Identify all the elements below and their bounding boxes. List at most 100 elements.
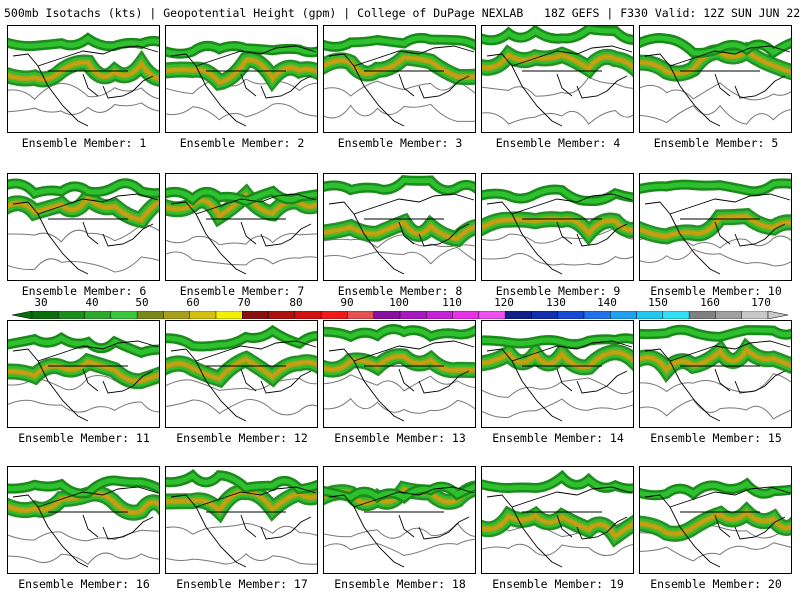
isotach-band [166, 472, 317, 492]
wind-speed-colorbar [12, 311, 788, 319]
colorbar-swatch [610, 311, 637, 319]
colorbar-swatch [268, 311, 296, 319]
ensemble-member-caption: Ensemble Member: 16 [18, 577, 150, 591]
isotach-band [324, 177, 475, 193]
map-coastline [328, 193, 475, 275]
ensemble-member-caption: Ensemble Member: 9 [495, 284, 621, 298]
map-coastline [170, 193, 317, 275]
ensemble-member-map [323, 25, 476, 133]
ensemble-member-caption: Ensemble Member: 1 [21, 136, 147, 150]
map-coastline [644, 45, 791, 127]
isotach-band [324, 35, 475, 50]
colorbar-swatch [136, 311, 164, 319]
ensemble-member-caption: Ensemble Member: 13 [334, 431, 466, 445]
colorbar-swatch [452, 311, 480, 319]
isotach-band [8, 195, 159, 222]
colorbar-swatch [478, 311, 506, 319]
isotach-band [324, 354, 475, 372]
colorbar-swatch [320, 311, 348, 319]
ensemble-member-map [165, 25, 318, 133]
colorbar-swatch [715, 311, 742, 319]
ensemble-member-caption: Ensemble Member: 5 [653, 136, 779, 150]
colorbar-swatch [373, 311, 401, 319]
ensemble-member-caption: Ensemble Member: 20 [650, 577, 782, 591]
ensemble-member-map [323, 173, 476, 281]
isotach-band [8, 360, 159, 383]
map-coastline [12, 340, 159, 422]
isotach-band [166, 357, 317, 381]
colorbar-label: 170 [751, 296, 771, 309]
isotach-band [324, 326, 475, 340]
isotach-band [324, 483, 475, 501]
isotach-band [482, 473, 633, 492]
colorbar-swatch [294, 311, 322, 319]
height-contour [640, 373, 791, 393]
header-title: 500mb Isotachs (kts) | Geopotential Heig… [4, 6, 800, 20]
height-contour [8, 552, 159, 565]
isotach-band [166, 43, 317, 57]
ensemble-member-map [481, 25, 634, 133]
map-coastline [644, 340, 791, 422]
ensemble-member-map [165, 320, 318, 428]
colorbar-swatch [399, 311, 427, 319]
isotach-band [8, 35, 159, 49]
colorbar-swatch [426, 311, 453, 319]
ensemble-member-caption: Ensemble Member: 3 [337, 136, 463, 150]
ensemble-member-map [481, 320, 634, 428]
isotach-band [482, 350, 633, 369]
ensemble-member-map [639, 466, 792, 574]
height-contour [324, 374, 475, 392]
height-contour [324, 397, 475, 414]
colorbar-swatch [741, 311, 769, 319]
ensemble-member-map [165, 173, 318, 281]
map-coastline [170, 486, 317, 568]
height-contour [482, 227, 633, 244]
colorbar-label: 150 [648, 296, 668, 309]
height-contour [166, 522, 317, 536]
map-coastline [644, 193, 791, 275]
height-contour [8, 102, 159, 116]
height-contour [482, 398, 633, 419]
colorbar-label: 110 [442, 296, 462, 309]
colorbar-label: 50 [135, 296, 149, 309]
isotach-band [640, 180, 791, 194]
height-contour [166, 553, 317, 565]
colorbar-swatch [688, 311, 716, 319]
colorbar-swatch [58, 311, 85, 319]
isotach-band [8, 61, 159, 81]
map-coastline [486, 193, 633, 275]
isotach-band [8, 334, 159, 356]
colorbar-label: 100 [389, 296, 409, 309]
colorbar-swatch [504, 311, 532, 319]
height-contour [8, 399, 159, 413]
ensemble-member-caption: Ensemble Member: 11 [18, 431, 150, 445]
colorbar-label: 120 [494, 296, 514, 309]
ensemble-member-caption: Ensemble Member: 19 [492, 577, 624, 591]
height-contour [324, 103, 475, 122]
height-contour [166, 251, 317, 266]
height-contour [640, 248, 791, 267]
map-coastline [12, 193, 159, 275]
ensemble-member-map [7, 320, 160, 428]
map-coastline [486, 340, 633, 422]
height-contour [166, 103, 317, 121]
height-contour [640, 398, 791, 420]
map-coastline [12, 486, 159, 568]
ensemble-member-map [7, 466, 160, 574]
isotach-band [640, 480, 791, 498]
height-contour [324, 522, 475, 539]
height-contour [324, 246, 475, 265]
colorbar-label: 160 [700, 296, 720, 309]
ensemble-member-map [323, 320, 476, 428]
ensemble-member-map [481, 466, 634, 574]
colorbar-swatch [163, 311, 190, 319]
isotach-band [640, 327, 791, 340]
ensemble-member-caption: Ensemble Member: 4 [495, 136, 621, 150]
isotach-band [8, 180, 159, 197]
isotach-band [640, 347, 791, 373]
isotach-band [166, 58, 317, 84]
isotach-band [324, 220, 475, 241]
ensemble-member-caption: Ensemble Member: 2 [179, 136, 305, 150]
colorbar-swatch [531, 311, 558, 319]
height-contour [324, 80, 475, 97]
